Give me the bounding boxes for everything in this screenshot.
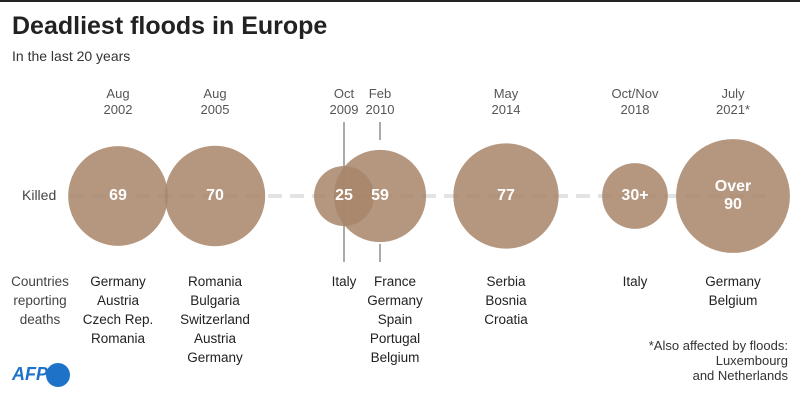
- country: Serbia: [486, 274, 526, 289]
- country: Spain: [377, 312, 413, 327]
- source-logo: AFP: [12, 364, 48, 384]
- chart-title: Deadliest floods in Europe: [12, 12, 328, 40]
- country: Italy: [622, 274, 648, 289]
- bubble: [602, 163, 668, 229]
- bubble: [333, 149, 427, 243]
- country: Switzerland: [180, 312, 250, 327]
- bubble: [164, 145, 266, 247]
- countries-label: Countries reporting deaths: [11, 274, 69, 327]
- value-label: 25: [335, 187, 353, 204]
- country: Romania: [90, 331, 146, 346]
- country: Bosnia: [485, 293, 527, 308]
- country: Belgium: [708, 293, 758, 308]
- x-tick-label: Feb 2010: [365, 86, 395, 117]
- country: Germany: [90, 274, 146, 289]
- country: Austria: [193, 331, 237, 346]
- value-label: 77: [497, 187, 515, 204]
- x-tick-label: Oct 2009: [329, 86, 359, 117]
- chart-subtitle: In the last 20 years: [12, 48, 131, 64]
- country: Germany: [187, 350, 243, 365]
- country: Germany: [705, 274, 761, 289]
- value-label: 70: [206, 187, 224, 204]
- country: Czech Rep.: [82, 312, 154, 327]
- bubble: [68, 146, 168, 246]
- logo-mark: [46, 363, 70, 387]
- country: Austria: [96, 293, 140, 308]
- country: Italy: [331, 274, 357, 289]
- x-tick-label: May 2014: [491, 86, 521, 117]
- value-label: 59: [371, 187, 389, 204]
- x-tick-label: Aug 2002: [103, 86, 133, 117]
- x-tick-label: Aug 2005: [200, 86, 230, 117]
- country: Belgium: [370, 350, 420, 365]
- country: Germany: [367, 293, 423, 308]
- country: Portugal: [369, 331, 421, 346]
- value-label: 30+: [621, 187, 649, 204]
- footnote: *Also affected by floods: Luxembourg and…: [648, 338, 788, 383]
- country: France: [373, 274, 417, 289]
- value-label: 69: [109, 187, 127, 204]
- x-tick-label: Oct/Nov 2018: [611, 86, 659, 117]
- row-label: Killed: [22, 187, 57, 203]
- country: Romania: [187, 274, 243, 289]
- country: Bulgaria: [190, 293, 240, 308]
- value-label: Over 90: [714, 178, 752, 213]
- bubble: [676, 139, 790, 253]
- country: Croatia: [484, 312, 528, 327]
- x-tick-label: July 2021*: [716, 86, 750, 117]
- bubble: [453, 143, 559, 249]
